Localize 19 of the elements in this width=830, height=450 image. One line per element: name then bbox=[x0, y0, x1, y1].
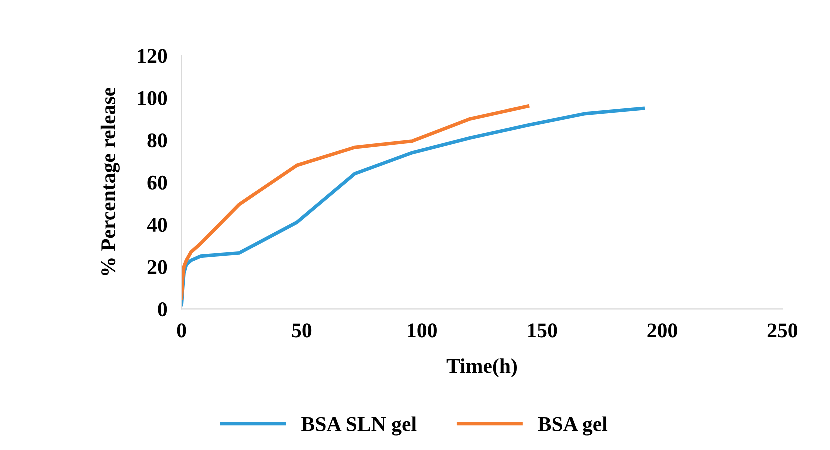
x-tick-label: 50 bbox=[292, 324, 312, 338]
y-tick-label: 60 bbox=[148, 176, 168, 190]
x-tick-label: 100 bbox=[408, 324, 437, 338]
x-tick-label: 250 bbox=[768, 324, 798, 338]
x-tick-label: 0 bbox=[177, 324, 186, 338]
y-axis-title: % Percentage release bbox=[100, 88, 120, 276]
y-tick-label: 20 bbox=[148, 260, 168, 274]
legend-label: BSA SLN gel bbox=[302, 416, 417, 436]
line-series bbox=[182, 106, 646, 307]
y-tick-label: 100 bbox=[138, 91, 168, 106]
y-tick-label: 80 bbox=[148, 134, 168, 148]
y-tick-label: 0 bbox=[158, 302, 168, 317]
y-tick-label: 120 bbox=[138, 49, 168, 64]
y-tick-label: 40 bbox=[147, 218, 168, 232]
legend-label: BSA gel bbox=[538, 416, 608, 436]
line-series bbox=[182, 104, 530, 300]
x-axis-title: Time(h) bbox=[446, 358, 518, 378]
x-tick-label: 150 bbox=[528, 324, 558, 338]
x-tick-label: 200 bbox=[648, 324, 678, 338]
